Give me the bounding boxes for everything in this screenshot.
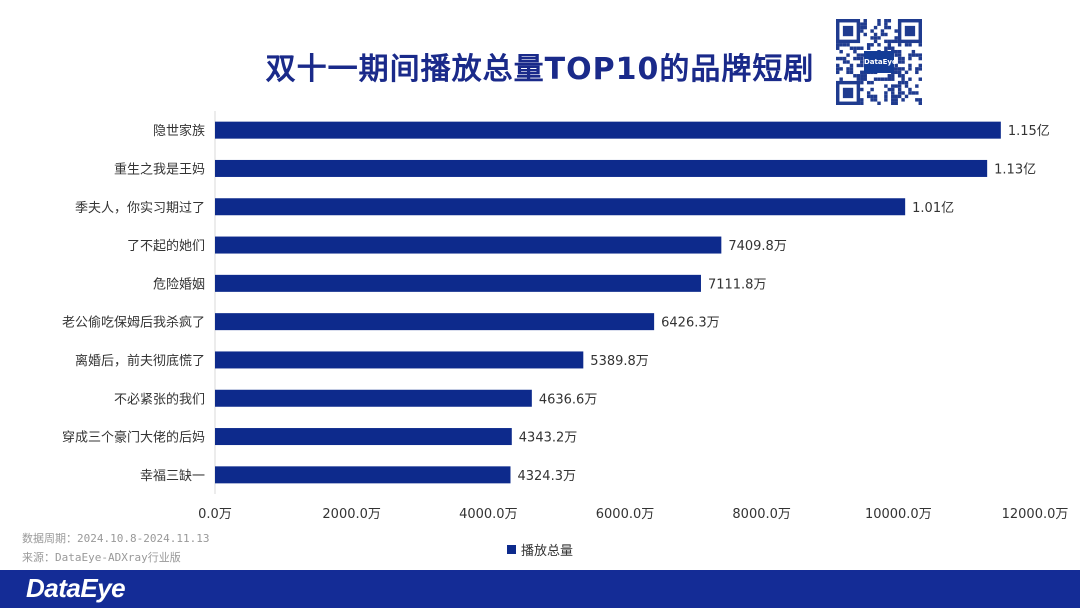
data-label: 5389.8万 <box>590 354 649 369</box>
bar <box>215 389 532 407</box>
qr-code-pattern <box>836 19 922 105</box>
bar <box>215 428 512 446</box>
x-tick-label: 6000.0万 <box>596 507 655 522</box>
x-tick-label: 0.0万 <box>198 507 232 522</box>
bar <box>215 466 511 484</box>
x-tick-label: 8000.0万 <box>732 507 791 522</box>
data-label: 7409.8万 <box>728 239 787 254</box>
data-label: 1.13亿 <box>994 162 1036 177</box>
bar <box>215 351 584 369</box>
category-label: 离婚后，前夫彻底慌了 <box>75 353 205 369</box>
bar <box>215 121 1001 139</box>
data-label: 4324.3万 <box>517 469 576 484</box>
category-label: 不必紧张的我们 <box>114 391 205 407</box>
x-tick-label: 12000.0万 <box>1002 507 1069 522</box>
category-label: 了不起的她们 <box>127 238 205 254</box>
footer-bar: DataEye <box>0 570 1080 608</box>
legend: 播放总量 <box>507 540 573 559</box>
category-label: 穿成三个豪门大佬的后妈 <box>62 430 205 446</box>
category-label: 幸福三缺一 <box>140 469 205 484</box>
data-label: 4343.2万 <box>519 431 578 446</box>
data-label: 7111.8万 <box>708 277 767 292</box>
data-source: 来源：DataEye-ADXray行业版 <box>22 551 181 564</box>
footer-logo: DataEye <box>26 573 126 603</box>
category-label: 隐世家族 <box>153 123 205 139</box>
legend-swatch <box>507 545 516 554</box>
x-tick-label: 10000.0万 <box>865 507 932 522</box>
data-period: 数据周期：2024.10.8-2024.11.13 <box>22 532 210 545</box>
data-label: 1.01亿 <box>912 201 954 216</box>
data-label: 1.15亿 <box>1008 124 1050 139</box>
qr-logo: DataEye <box>864 51 897 73</box>
category-label: 老公偷吃保姆后我杀疯了 <box>62 315 205 331</box>
qr-code: DataEye <box>836 19 922 105</box>
category-label: 季夫人，你实习期过了 <box>75 201 205 216</box>
x-tick-label: 2000.0万 <box>322 507 381 522</box>
bar <box>215 236 722 254</box>
bar <box>215 198 906 216</box>
bar <box>215 313 655 331</box>
chart-title: 双十一期间播放总量TOP10的品牌短剧 <box>265 52 815 87</box>
category-label: 危险婚姻 <box>153 277 205 292</box>
data-label: 4636.6万 <box>539 392 598 407</box>
x-tick-label: 4000.0万 <box>459 507 518 522</box>
bar <box>215 159 988 177</box>
category-label: 重生之我是王妈 <box>114 161 205 177</box>
bar <box>215 274 701 292</box>
data-label: 6426.3万 <box>661 316 720 331</box>
legend-label: 播放总量 <box>521 544 574 559</box>
